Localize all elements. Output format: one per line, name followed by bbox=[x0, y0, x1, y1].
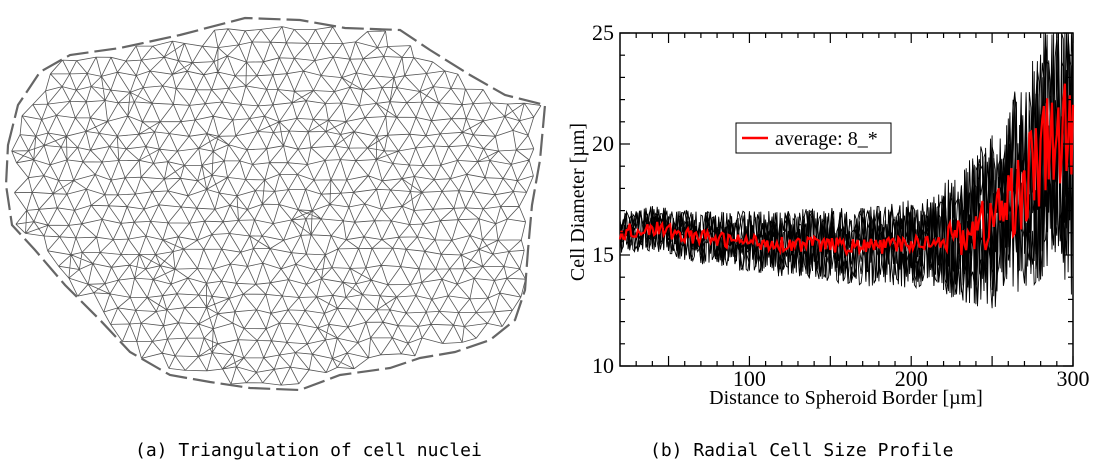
average-line bbox=[618, 83, 1075, 257]
legend: average: 8_* bbox=[735, 122, 892, 154]
y-tick-label: 10 bbox=[592, 353, 614, 378]
mesh-boundary bbox=[4, 16, 547, 392]
axis-ticks bbox=[620, 32, 1074, 367]
triangulation-mesh bbox=[11, 26, 542, 386]
x-tick-label: 100 bbox=[733, 366, 766, 391]
triangulation-image bbox=[4, 16, 547, 392]
y-tick-label: 25 bbox=[592, 20, 614, 45]
y-tick-label: 20 bbox=[592, 131, 614, 156]
cell-size-chart: 100 200 300 10 15 20 25 Distance to Spheroid B… bbox=[567, 20, 1090, 409]
x-tick-label: 200 bbox=[895, 366, 928, 391]
individual-profile-lines bbox=[619, 32, 1074, 309]
x-tick-label: 300 bbox=[1057, 366, 1090, 391]
legend-label-average: average: 8_* bbox=[775, 128, 878, 150]
y-tick-label: 15 bbox=[592, 242, 614, 267]
x-axis-title: Distance to Spheroid Border [µm] bbox=[709, 387, 983, 409]
caption-b: (b) Radial Cell Size Profile bbox=[650, 440, 954, 461]
y-axis-title: Cell Diameter [µm] bbox=[567, 123, 589, 281]
mesh-edges bbox=[11, 26, 542, 386]
average-profile-line bbox=[618, 83, 1075, 257]
axis-tick-labels: 100 200 300 10 15 20 25 bbox=[592, 20, 1090, 391]
individual-profile-line bbox=[619, 32, 1074, 307]
caption-a: (a) Triangulation of cell nuclei bbox=[135, 440, 482, 461]
